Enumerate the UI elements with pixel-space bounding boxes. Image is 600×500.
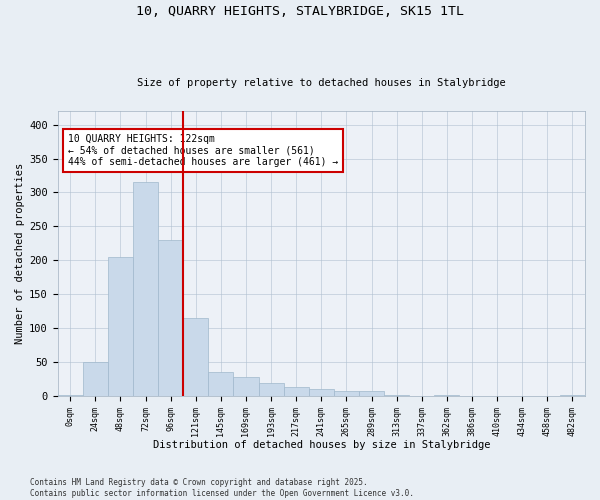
Bar (108, 257, 133, 396)
Bar (83, 362, 108, 396)
Bar (434, 395, 460, 396)
Text: Contains HM Land Registry data © Crown copyright and database right 2025.
Contai: Contains HM Land Registry data © Crown c… (30, 478, 414, 498)
Bar (284, 386, 309, 396)
X-axis label: Distribution of detached houses by size in Stalybridge: Distribution of detached houses by size … (152, 440, 490, 450)
Bar (359, 390, 384, 396)
Bar (133, 182, 158, 396)
Bar (309, 390, 334, 396)
Title: Size of property relative to detached houses in Stalybridge: Size of property relative to detached ho… (137, 78, 506, 88)
Text: 10, QUARRY HEIGHTS, STALYBRIDGE, SK15 1TL: 10, QUARRY HEIGHTS, STALYBRIDGE, SK15 1T… (136, 5, 464, 18)
Text: 10 QUARRY HEIGHTS: 122sqm
← 54% of detached houses are smaller (561)
44% of semi: 10 QUARRY HEIGHTS: 122sqm ← 54% of detac… (68, 134, 338, 167)
Bar (208, 372, 233, 396)
Bar (259, 382, 284, 396)
Bar (384, 395, 409, 396)
Bar (158, 240, 183, 396)
Bar (233, 377, 259, 396)
Bar (334, 390, 359, 396)
Bar (183, 318, 208, 396)
Y-axis label: Number of detached properties: Number of detached properties (15, 163, 25, 344)
